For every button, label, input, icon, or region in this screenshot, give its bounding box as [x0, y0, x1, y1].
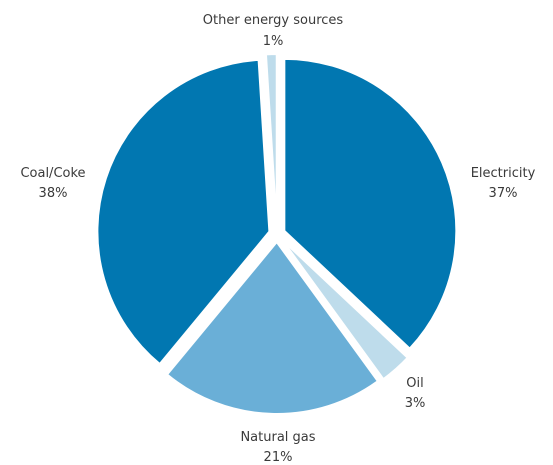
slice-name-oil: Oil — [406, 376, 423, 391]
pie-slices — [96, 52, 458, 415]
slice-name-other-energy-sources: Other energy sources — [203, 13, 344, 28]
slice-label-other-energy-sources: Other energy sources 1% — [203, 13, 344, 49]
pie-slice-other-energy-sources — [264, 52, 278, 227]
slice-label-electricity: Electricity 37% — [471, 166, 536, 201]
slice-label-oil: Oil 3% — [405, 376, 426, 411]
pie-slice-coal-coke — [96, 58, 271, 366]
pie-slice-oil — [281, 239, 410, 381]
slice-name-electricity: Electricity — [471, 166, 536, 181]
slice-percent-natural-gas: 21% — [264, 450, 293, 465]
slice-name-natural-gas: Natural gas — [240, 430, 315, 445]
slice-percent-oil: 3% — [405, 396, 426, 411]
slice-percent-other-energy-sources: 1% — [263, 34, 284, 49]
slice-label-coal-coke: Coal/Coke 38% — [20, 166, 85, 201]
slice-percent-coal-coke: 38% — [39, 186, 68, 201]
pie-slice-natural-gas — [165, 240, 380, 415]
slice-name-coal-coke: Coal/Coke — [20, 166, 85, 181]
slice-percent-electricity: 37% — [489, 186, 518, 201]
slice-label-natural-gas: Natural gas 21% — [240, 430, 315, 465]
pie-slice-electricity — [283, 57, 458, 350]
